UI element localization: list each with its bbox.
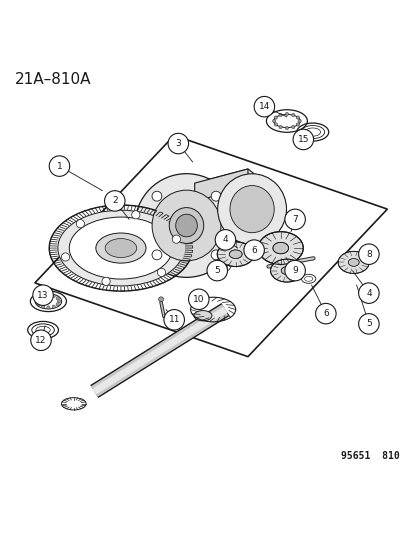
Circle shape [358, 283, 378, 303]
Ellipse shape [258, 232, 303, 264]
Text: 12: 12 [35, 336, 47, 345]
Text: 21A–810A: 21A–810A [14, 72, 91, 87]
Ellipse shape [175, 214, 197, 237]
Circle shape [52, 305, 55, 308]
Circle shape [168, 133, 188, 154]
Circle shape [296, 123, 299, 126]
Circle shape [36, 300, 39, 303]
Circle shape [206, 260, 227, 281]
Text: 5: 5 [365, 319, 371, 328]
Circle shape [164, 310, 184, 330]
Ellipse shape [229, 185, 273, 233]
Text: 8: 8 [365, 249, 371, 259]
Text: 7: 7 [292, 215, 297, 224]
Ellipse shape [229, 250, 242, 259]
Circle shape [278, 114, 282, 117]
Circle shape [152, 191, 161, 201]
Circle shape [291, 125, 294, 128]
Circle shape [284, 260, 305, 281]
Polygon shape [194, 169, 272, 249]
Text: 1: 1 [57, 161, 62, 171]
Ellipse shape [217, 242, 254, 266]
Text: 15: 15 [297, 135, 309, 144]
Circle shape [157, 268, 165, 277]
Circle shape [172, 235, 180, 243]
Circle shape [285, 126, 288, 130]
Circle shape [243, 240, 264, 260]
Circle shape [31, 330, 51, 351]
Ellipse shape [217, 174, 286, 245]
Circle shape [38, 303, 41, 306]
Ellipse shape [193, 311, 211, 321]
Text: 13: 13 [37, 290, 49, 300]
Ellipse shape [169, 208, 203, 244]
Ellipse shape [221, 265, 227, 269]
Circle shape [56, 303, 59, 306]
Ellipse shape [337, 252, 368, 273]
Circle shape [49, 156, 69, 176]
Circle shape [188, 289, 209, 310]
Ellipse shape [69, 217, 172, 279]
Circle shape [104, 191, 125, 211]
Ellipse shape [304, 276, 312, 281]
Circle shape [131, 211, 140, 219]
Ellipse shape [135, 174, 237, 277]
Ellipse shape [95, 233, 146, 263]
Circle shape [158, 297, 163, 302]
Circle shape [285, 112, 288, 116]
Polygon shape [194, 169, 247, 202]
Ellipse shape [347, 259, 358, 266]
Circle shape [47, 294, 50, 297]
Circle shape [291, 114, 294, 117]
Circle shape [358, 313, 378, 334]
Text: 3: 3 [175, 139, 181, 148]
Circle shape [274, 123, 277, 126]
Circle shape [47, 306, 50, 309]
Circle shape [278, 125, 282, 128]
Circle shape [41, 305, 45, 308]
Text: 14: 14 [258, 102, 269, 111]
Circle shape [272, 119, 275, 123]
Circle shape [76, 220, 84, 228]
Text: 9: 9 [292, 266, 297, 275]
Circle shape [38, 297, 41, 300]
Circle shape [296, 116, 299, 119]
Circle shape [254, 96, 274, 117]
Ellipse shape [272, 243, 288, 254]
Circle shape [33, 285, 53, 305]
Circle shape [315, 303, 335, 324]
Ellipse shape [301, 274, 315, 284]
Ellipse shape [280, 266, 292, 274]
Circle shape [41, 294, 45, 297]
Text: 10: 10 [192, 295, 204, 304]
Text: 6: 6 [251, 246, 256, 255]
Text: 11: 11 [168, 316, 180, 324]
Ellipse shape [270, 259, 303, 282]
Circle shape [102, 277, 110, 285]
Circle shape [52, 294, 55, 297]
Circle shape [152, 250, 161, 260]
Circle shape [61, 253, 69, 261]
Ellipse shape [152, 190, 221, 261]
Text: 4: 4 [365, 289, 371, 297]
Text: 2: 2 [112, 197, 117, 205]
Text: 5: 5 [214, 266, 220, 275]
Circle shape [57, 300, 61, 303]
Circle shape [211, 250, 221, 260]
Circle shape [56, 297, 59, 300]
Circle shape [284, 209, 305, 230]
Text: 95651  810: 95651 810 [340, 451, 399, 461]
Text: 6: 6 [322, 309, 328, 318]
Circle shape [297, 119, 301, 123]
Circle shape [215, 230, 235, 250]
Circle shape [292, 129, 313, 150]
Ellipse shape [218, 264, 230, 271]
Ellipse shape [105, 239, 136, 257]
Text: 4: 4 [222, 236, 228, 244]
Circle shape [274, 116, 277, 119]
Ellipse shape [58, 210, 184, 286]
Circle shape [211, 191, 221, 201]
Circle shape [358, 244, 378, 264]
